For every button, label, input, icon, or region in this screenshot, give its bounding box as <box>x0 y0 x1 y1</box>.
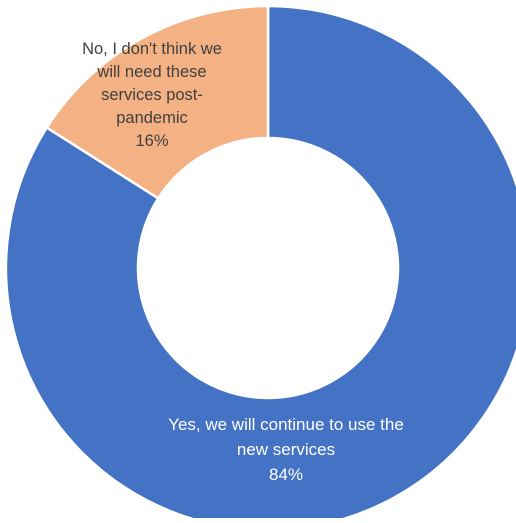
donut-slice-label-no: No, I don't think we will need these servi… <box>82 40 222 150</box>
slice-label-line: No, I don't think we <box>82 40 222 58</box>
slice-label-line: new services <box>237 440 335 459</box>
slice-label-line: will need these <box>96 63 206 81</box>
slice-value-label: 84% <box>269 465 303 484</box>
slice-value-label: 16% <box>135 132 168 150</box>
slice-label-line: Yes, we will continue to use the <box>168 415 404 434</box>
slices-layer <box>4 4 516 523</box>
slice-label-line: pandemic <box>116 109 188 127</box>
slice-label-line: services post- <box>101 86 203 104</box>
donut-slice-no <box>45 4 270 200</box>
donut-slice-yes <box>4 4 516 523</box>
donut-slice-label-yes: Yes, we will continue to use the new serv… <box>168 415 404 484</box>
labels-layer: Yes, we will continue to use the new serv… <box>82 40 404 484</box>
